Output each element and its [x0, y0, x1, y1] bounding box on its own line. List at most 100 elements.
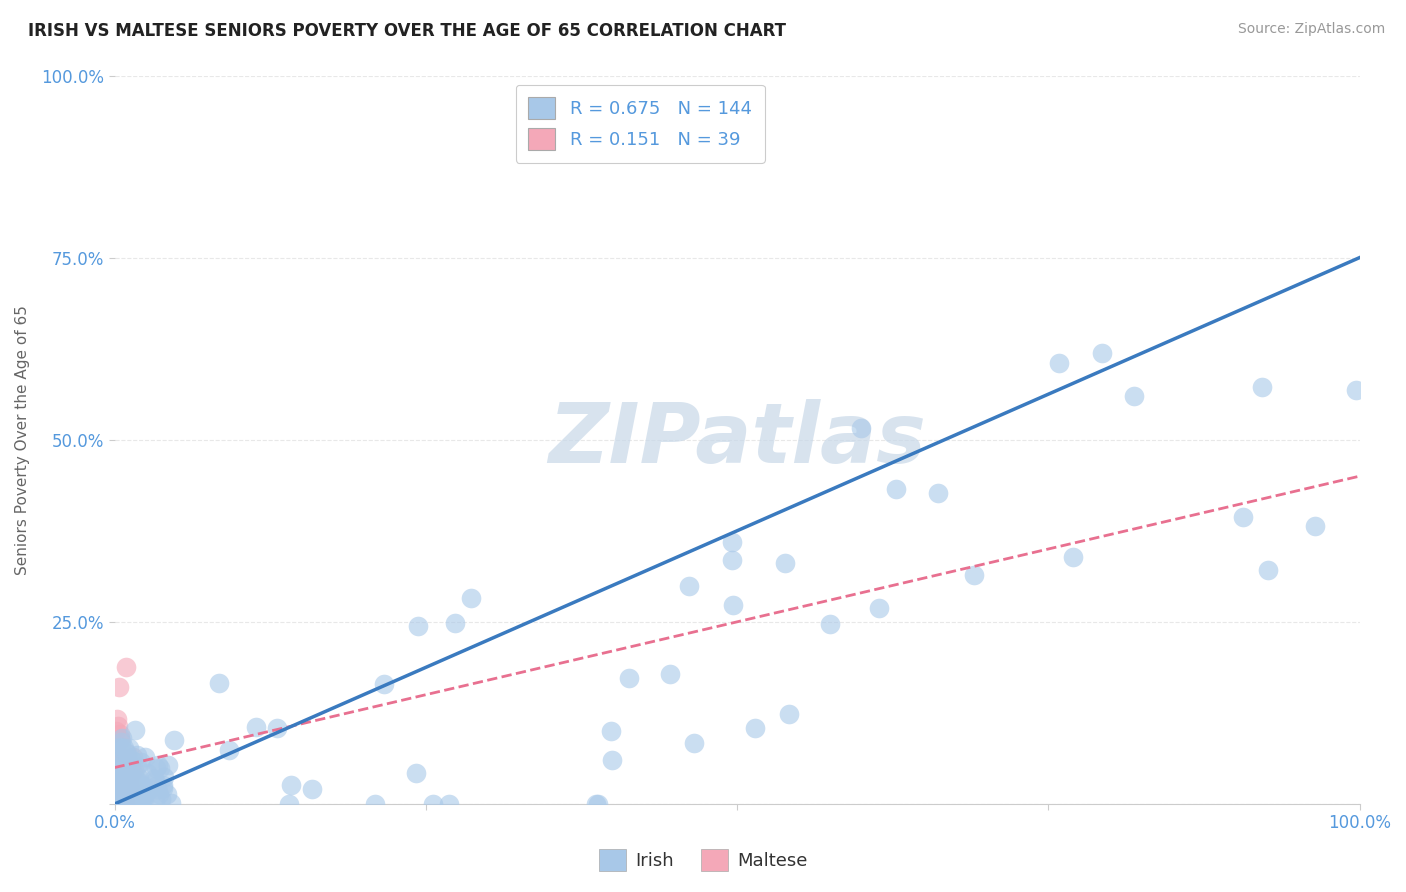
- Point: [108, 740, 131, 755]
- Point: [104, 784, 127, 798]
- Point: [156, 758, 179, 772]
- Legend: R = 0.675   N = 144, R = 0.151   N = 39: R = 0.675 N = 144, R = 0.151 N = 39: [516, 85, 765, 163]
- Point: [112, 740, 135, 755]
- Point: [1091, 346, 1114, 360]
- Point: [108, 726, 131, 740]
- Point: [129, 756, 152, 770]
- Point: [115, 772, 138, 786]
- Point: [110, 772, 132, 786]
- Point: [723, 598, 745, 612]
- Point: [818, 616, 841, 631]
- Point: [121, 750, 143, 764]
- Point: [146, 781, 169, 796]
- Point: [125, 748, 148, 763]
- Point: [105, 762, 128, 776]
- Point: [104, 769, 127, 783]
- Point: [148, 787, 170, 801]
- Point: [120, 781, 142, 796]
- Point: [118, 776, 141, 790]
- Point: [108, 780, 131, 794]
- Point: [132, 791, 155, 805]
- Point: [112, 783, 135, 797]
- Point: [619, 671, 641, 685]
- Point: [849, 420, 872, 434]
- Point: [122, 773, 145, 788]
- Point: [110, 787, 132, 801]
- Point: [145, 760, 167, 774]
- Point: [110, 783, 132, 797]
- Point: [1344, 383, 1367, 397]
- Point: [280, 778, 302, 792]
- Point: [118, 762, 141, 776]
- Point: [112, 789, 135, 803]
- Point: [152, 778, 174, 792]
- Point: [134, 750, 156, 764]
- Point: [585, 797, 607, 811]
- Point: [110, 782, 132, 797]
- Point: [117, 749, 139, 764]
- Point: [105, 784, 128, 798]
- Point: [108, 776, 131, 790]
- Point: [104, 793, 127, 807]
- Point: [132, 781, 155, 796]
- Point: [437, 797, 460, 811]
- Point: [163, 733, 186, 747]
- Point: [111, 756, 134, 770]
- Point: [108, 789, 131, 803]
- Point: [105, 779, 128, 793]
- Point: [105, 712, 128, 726]
- Point: [778, 706, 800, 721]
- Point: [963, 568, 986, 582]
- Point: [120, 782, 142, 797]
- Point: [114, 782, 136, 797]
- Point: [107, 786, 129, 800]
- Point: [659, 666, 682, 681]
- Point: [117, 778, 139, 792]
- Point: [460, 591, 482, 606]
- Point: [127, 791, 149, 805]
- Point: [110, 731, 132, 746]
- Y-axis label: Seniors Poverty Over the Age of 65: Seniors Poverty Over the Age of 65: [15, 305, 30, 574]
- Point: [868, 600, 890, 615]
- Point: [115, 775, 138, 789]
- Point: [266, 721, 288, 735]
- Point: [112, 793, 135, 807]
- Point: [108, 787, 131, 801]
- Point: [744, 721, 766, 735]
- Point: [115, 775, 138, 789]
- Point: [118, 783, 141, 797]
- Point: [104, 787, 127, 801]
- Point: [121, 764, 143, 779]
- Point: [125, 794, 148, 808]
- Point: [1047, 356, 1070, 370]
- Point: [373, 677, 395, 691]
- Point: [1122, 389, 1144, 403]
- Point: [104, 763, 127, 777]
- Point: [105, 724, 128, 739]
- Point: [104, 791, 127, 805]
- Point: [118, 779, 141, 793]
- Point: [124, 723, 146, 737]
- Point: [121, 787, 143, 801]
- Point: [114, 660, 136, 674]
- Point: [422, 797, 444, 811]
- Point: [128, 771, 150, 785]
- Point: [105, 772, 128, 787]
- Point: [124, 778, 146, 792]
- Text: Source: ZipAtlas.com: Source: ZipAtlas.com: [1237, 22, 1385, 37]
- Point: [405, 766, 427, 780]
- Point: [156, 787, 179, 801]
- Point: [114, 789, 136, 804]
- Point: [142, 772, 165, 786]
- Point: [132, 791, 155, 805]
- Point: [1303, 519, 1326, 533]
- Point: [1232, 510, 1254, 524]
- Point: [104, 771, 127, 785]
- Point: [406, 618, 429, 632]
- Point: [599, 724, 621, 739]
- Point: [125, 784, 148, 798]
- Point: [114, 796, 136, 810]
- Point: [586, 797, 609, 811]
- Point: [218, 743, 240, 757]
- Point: [127, 759, 149, 773]
